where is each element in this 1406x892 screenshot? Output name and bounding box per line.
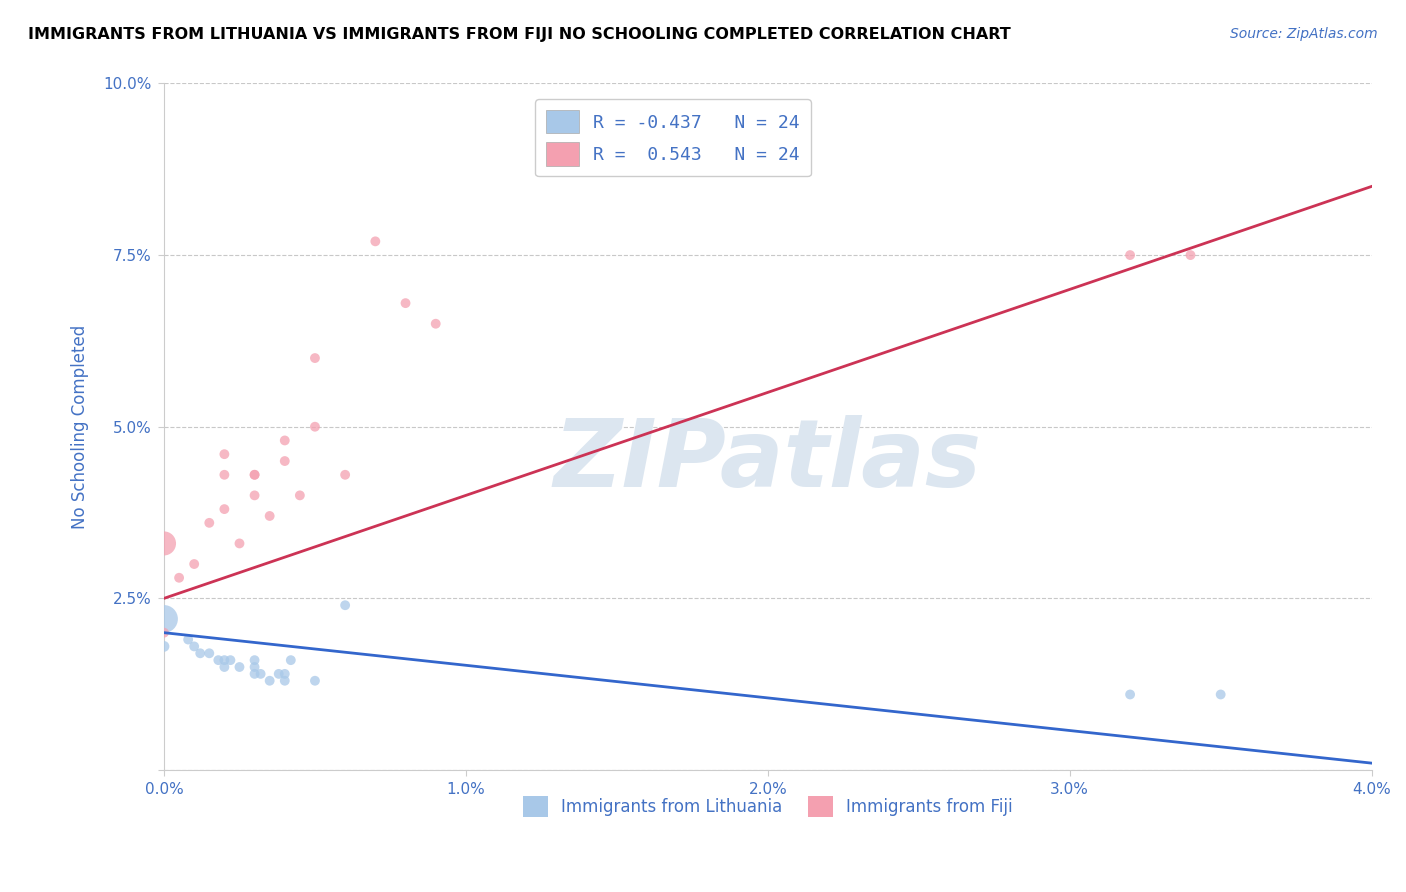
Point [1119,688,1142,702]
Point [259,673,281,688]
Point [1209,688,1232,702]
Point [153,536,176,550]
Y-axis label: No Schooling Completed: No Schooling Completed [72,325,89,529]
Point [183,557,205,571]
Point [243,666,266,681]
Point [274,673,297,688]
Point [267,666,290,681]
Point [304,419,326,434]
Point [214,467,236,482]
Point [214,660,236,674]
Point [274,434,297,448]
Point [394,296,416,310]
Text: Source: ZipAtlas.com: Source: ZipAtlas.com [1230,27,1378,41]
Point [249,666,271,681]
Point [214,447,236,461]
Point [188,646,211,660]
Text: IMMIGRANTS FROM LITHUANIA VS IMMIGRANTS FROM FIJI NO SCHOOLING COMPLETED CORRELA: IMMIGRANTS FROM LITHUANIA VS IMMIGRANTS … [28,27,1011,42]
Point [259,508,281,523]
Point [243,488,266,502]
Text: ZIPatlas: ZIPatlas [554,415,981,507]
Point [304,673,326,688]
Point [1180,248,1202,262]
Point [288,488,311,502]
Point [364,235,387,249]
Point [1119,248,1142,262]
Point [183,640,205,654]
Point [243,653,266,667]
Point [207,653,229,667]
Point [214,502,236,516]
Point [153,640,176,654]
Point [333,599,356,613]
Legend: Immigrants from Lithuania, Immigrants from Fiji: Immigrants from Lithuania, Immigrants fr… [516,789,1019,823]
Point [228,660,250,674]
Point [228,536,250,550]
Point [153,612,176,626]
Point [219,653,242,667]
Point [198,646,221,660]
Point [243,467,266,482]
Point [243,467,266,482]
Point [198,516,221,530]
Point [177,632,200,647]
Point [274,666,297,681]
Point [425,317,447,331]
Point [274,454,297,468]
Point [214,653,236,667]
Point [280,653,302,667]
Point [153,625,176,640]
Point [243,660,266,674]
Point [304,351,326,365]
Point [333,467,356,482]
Point [167,571,190,585]
